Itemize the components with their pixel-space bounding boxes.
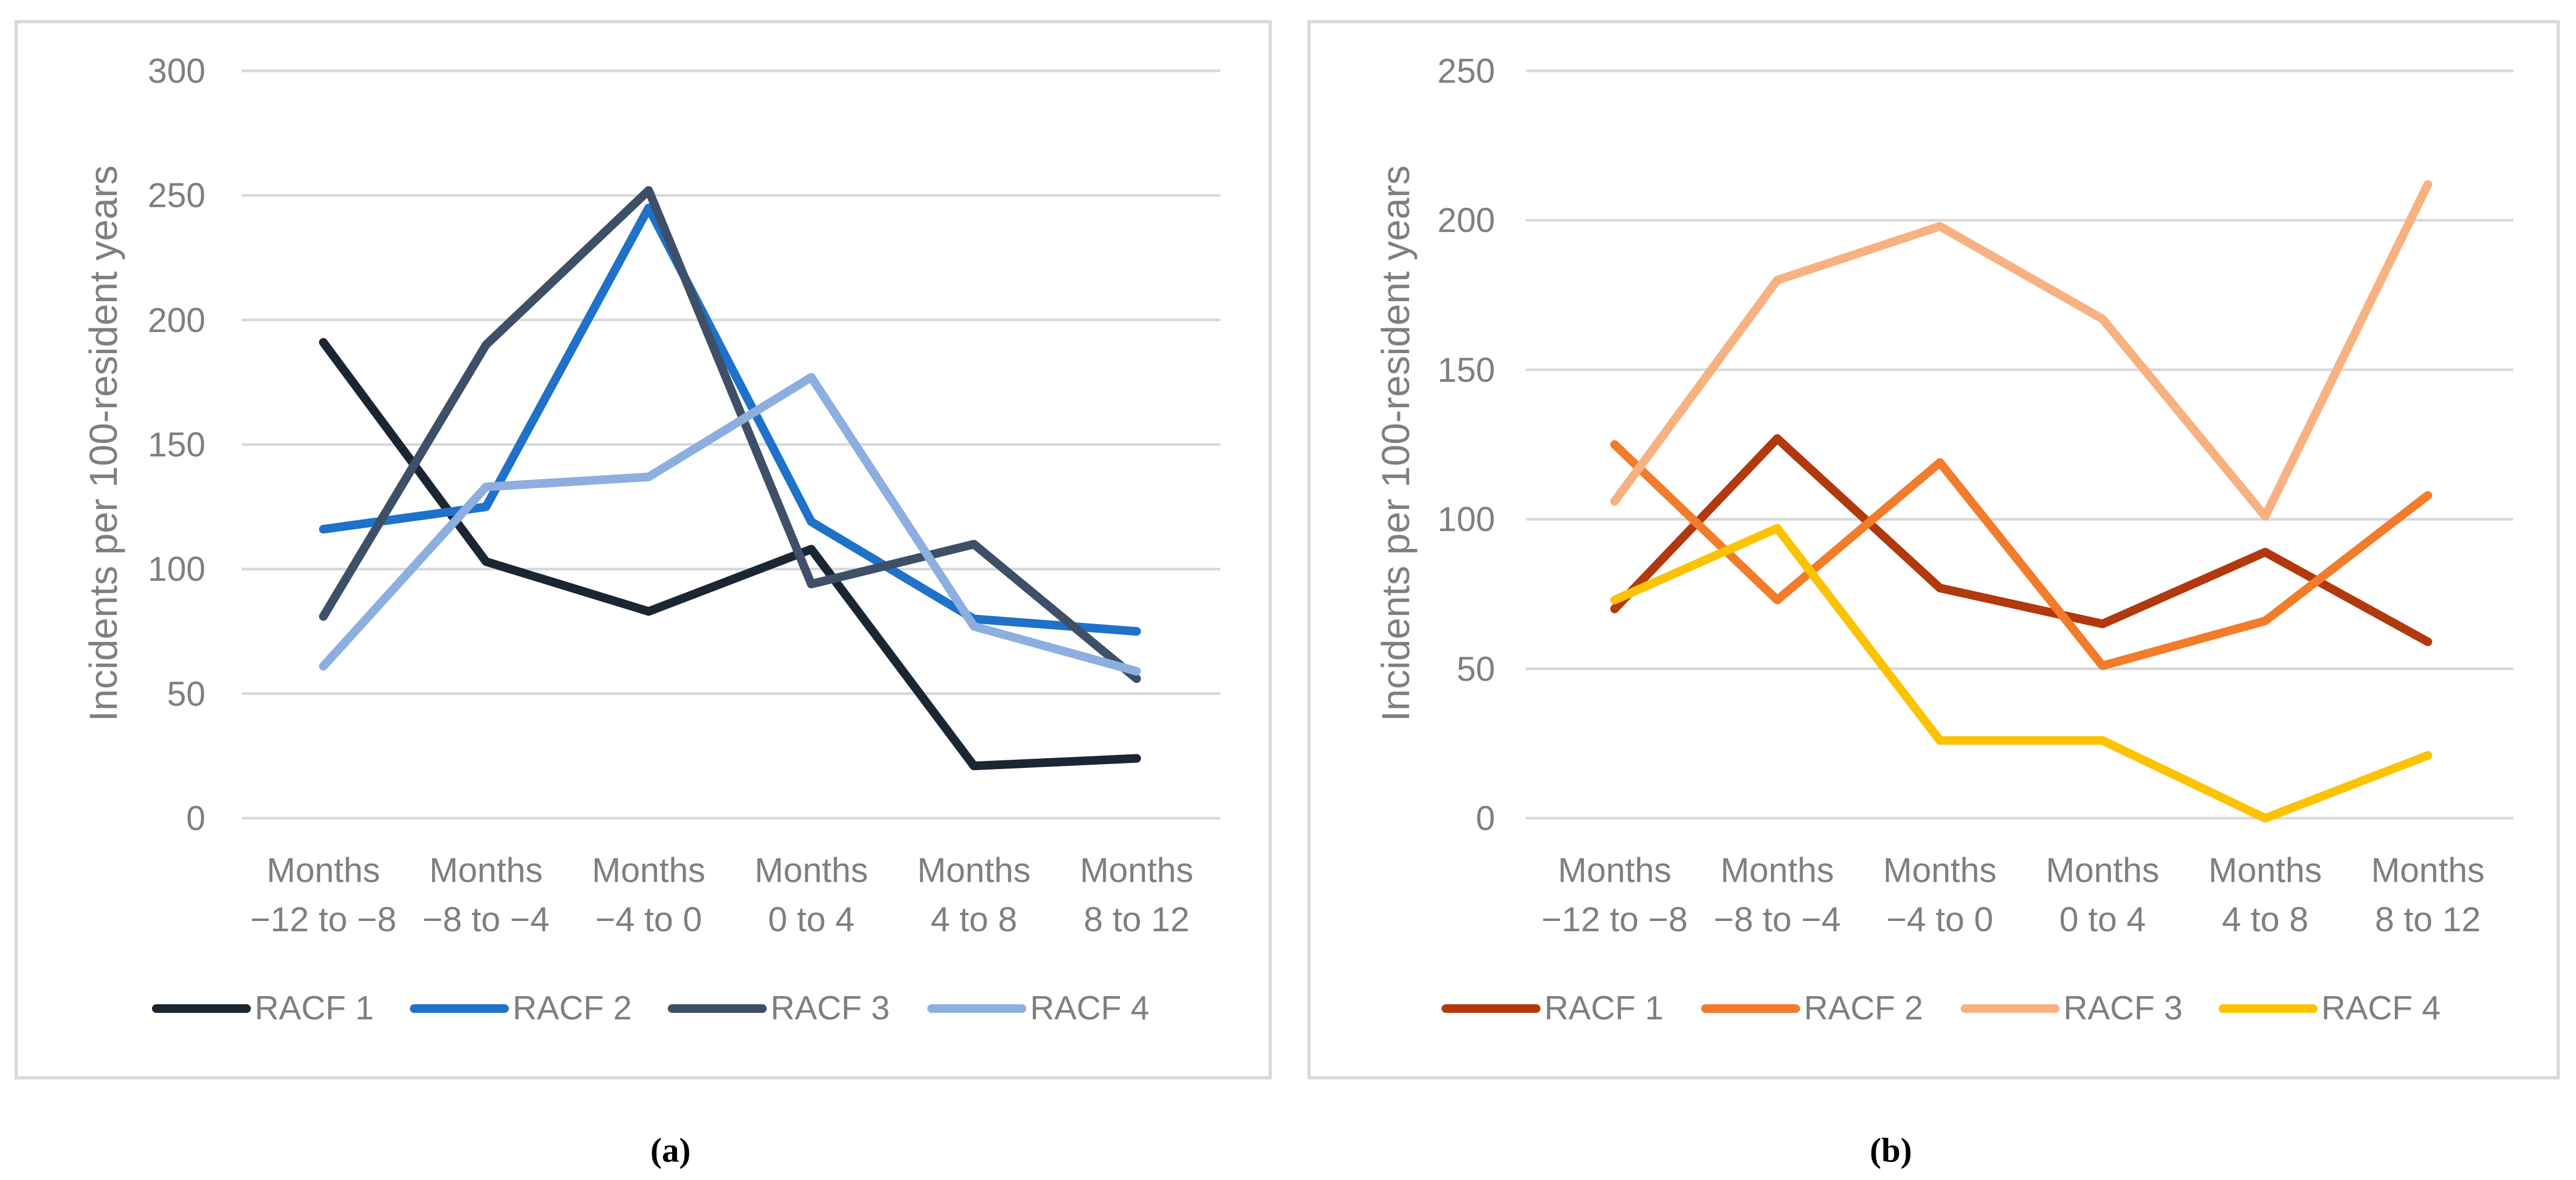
x-tick-label: Months 8 to 12 <box>1055 846 1218 944</box>
x-tick-label: Months 0 to 4 <box>730 846 892 944</box>
legend-label-racf-3: RACF 3 <box>2063 987 2182 1030</box>
figure-canvas <box>0 0 2576 1180</box>
caption-a: (a) <box>616 1129 725 1172</box>
y-axis-title: Incidents per 100-resident years <box>81 165 127 722</box>
legend-label-racf-2: RACF 2 <box>1804 987 1923 1030</box>
x-tick-label: Months 0 to 4 <box>2021 846 2183 944</box>
y-tick-label: 300 <box>97 49 205 92</box>
figure: 0 50 100 150 200 250 300 Incidents per 100-resi… <box>0 0 2576 1180</box>
x-tick-label: Months −12 to −8 <box>242 846 404 944</box>
y-tick-label: 0 <box>97 797 205 840</box>
caption-b: (b) <box>1837 1129 1945 1172</box>
x-tick-label: Months −4 to 0 <box>1859 846 2021 944</box>
y-tick-label: 250 <box>1387 49 1495 92</box>
x-tick-label: Months 8 to 12 <box>2347 846 2509 944</box>
legend-label-racf-3: RACF 3 <box>771 987 889 1030</box>
x-tick-label: Months −12 to −8 <box>1533 846 1696 944</box>
y-tick-label: 0 <box>1387 797 1495 840</box>
y-axis-title: Incidents per 100-resident years <box>1373 165 1419 722</box>
x-tick-label: Months 4 to 8 <box>893 846 1055 944</box>
legend-label-racf-4: RACF 4 <box>2321 987 2440 1030</box>
x-tick-label: Months 4 to 8 <box>2184 846 2346 944</box>
x-tick-label: Months −4 to 0 <box>568 846 730 944</box>
legend-label-racf-1: RACF 1 <box>1544 987 1663 1030</box>
legend-label-racf-2: RACF 2 <box>513 987 632 1030</box>
x-tick-label: Months −8 to −4 <box>405 846 567 944</box>
legend-label-racf-1: RACF 1 <box>255 987 374 1030</box>
legend-label-racf-4: RACF 4 <box>1030 987 1149 1030</box>
x-tick-label: Months −8 to −4 <box>1696 846 1858 944</box>
